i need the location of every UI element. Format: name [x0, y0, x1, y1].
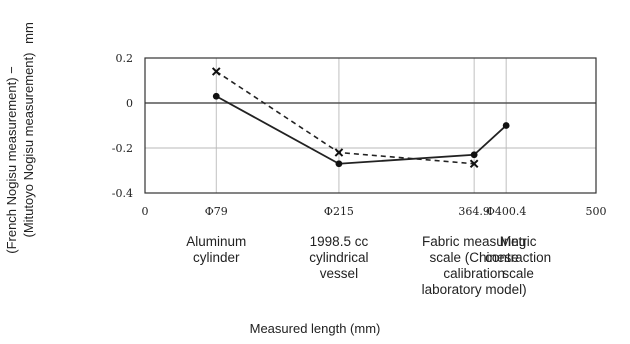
x-tick-label: Φ215 [324, 205, 354, 218]
y-axis-unit: mm [21, 22, 36, 44]
x-tick-label: 364.9 [458, 205, 490, 218]
category-label-line: 1998.5 cc [310, 234, 369, 249]
y-axis-title-line2: (Mitutoyo Nogisu measurement) [21, 53, 36, 238]
series-1-point [335, 160, 343, 168]
x-tick-label: Φ400.4 [486, 205, 527, 218]
category-label-line: Aluminum [186, 234, 246, 249]
category-label-line: cylinder [193, 250, 240, 265]
category-label-line: calibration [443, 266, 505, 281]
x-tick-label: 0 [142, 205, 149, 218]
grid [145, 58, 596, 193]
series-2-point [469, 159, 479, 169]
y-tick-labels: 0.2 0 -0.2 -0.4 [112, 52, 133, 200]
y-axis-title-line1: (French Nogisu measurement) − [4, 66, 19, 254]
series-1-point [502, 122, 510, 129]
category-label-line: Metric [500, 234, 537, 249]
y-tick-label: 0 [126, 97, 133, 110]
category-label-line: contraction [485, 250, 551, 265]
plot-frame [144, 57, 597, 194]
category-label-line: scale [502, 266, 534, 281]
axis-titles: Measured length (mm) (French Nogisu measu… [4, 22, 380, 336]
plot-border [144, 57, 597, 194]
series-1-point [212, 92, 220, 100]
y-tick-label: 0.2 [116, 52, 134, 65]
series-2-point [211, 67, 221, 76]
y-tick-label: -0.4 [112, 187, 133, 200]
series-2-point [334, 148, 344, 157]
category-label-line: laboratory model) [422, 282, 527, 297]
y-tick-label: -0.2 [112, 142, 133, 155]
x-axis-title: Measured length (mm) [250, 321, 381, 336]
series-1-point [470, 151, 478, 159]
category-label-line: scale (Chinese [429, 250, 518, 265]
category-label-line: cylindrical [309, 250, 368, 265]
x-tick-label: Φ79 [205, 205, 228, 218]
x-tick-label: 500 [586, 205, 607, 218]
series-group [211, 67, 510, 169]
category-label-line: vessel [320, 266, 358, 281]
series-1-line [215, 95, 507, 165]
category-label-line: Fabric measuring [422, 234, 526, 249]
